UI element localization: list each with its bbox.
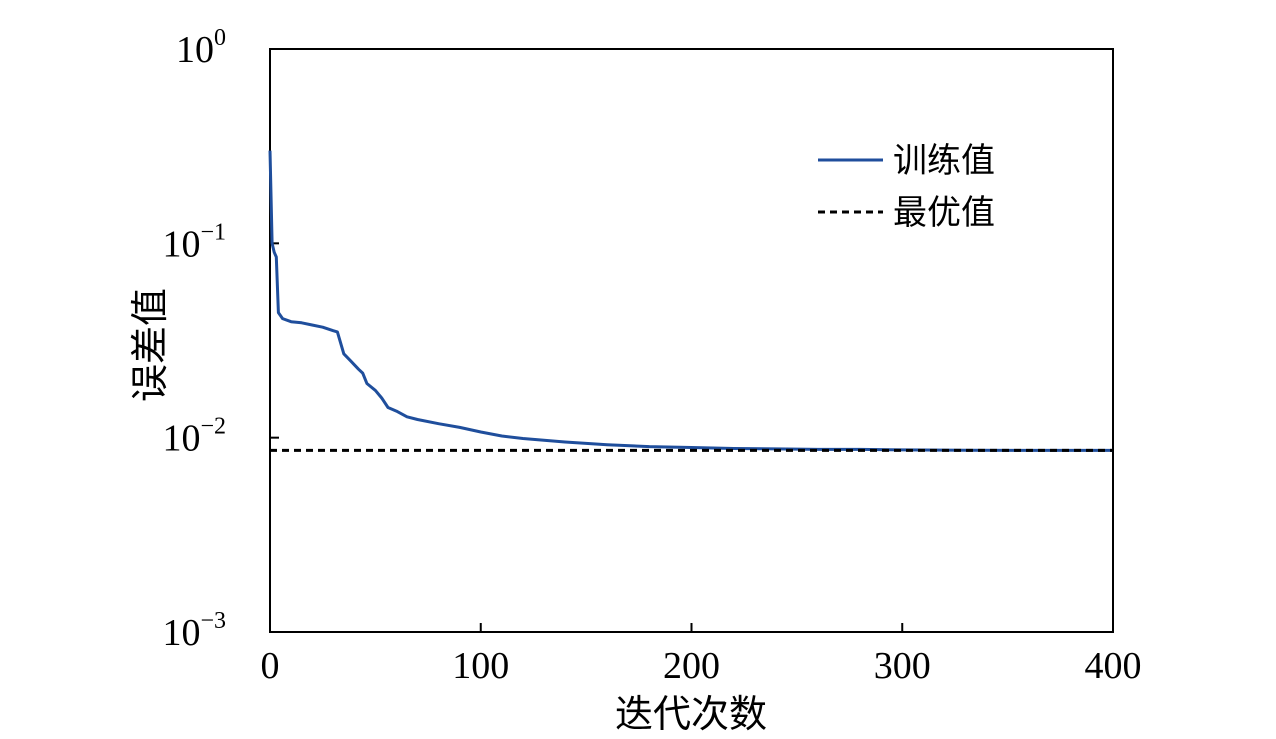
y-tick-base: 10 bbox=[162, 612, 200, 654]
legend-label-optimal: 最优值 bbox=[893, 193, 995, 233]
y-tick-exponent: −2 bbox=[200, 414, 226, 440]
x-axis-ticks: 0 100 200 300 400 bbox=[261, 623, 1142, 687]
x-tick-label: 0 bbox=[261, 645, 280, 687]
series-layer bbox=[268, 150, 1113, 452]
y-tick-base: 10 bbox=[162, 223, 200, 265]
x-tick-label: 400 bbox=[1085, 645, 1142, 687]
plot-frame bbox=[269, 48, 1114, 633]
y-tick-exponent: −3 bbox=[200, 608, 226, 634]
y-axis-title: 误差值 bbox=[128, 288, 172, 402]
y-tick-label: 100 bbox=[176, 25, 226, 71]
y-tick-label: 10−3 bbox=[162, 608, 226, 654]
series-line-training bbox=[268, 150, 1113, 452]
y-tick-base: 10 bbox=[176, 29, 214, 71]
y-tick-label: 10−2 bbox=[162, 414, 226, 460]
x-tick-label: 300 bbox=[874, 645, 931, 687]
legend-label-training: 训练值 bbox=[893, 141, 995, 181]
x-tick-label: 200 bbox=[663, 645, 720, 687]
y-tick-exponent: −1 bbox=[200, 219, 226, 245]
x-tick-label: 100 bbox=[452, 645, 509, 687]
legend: 训练值 最优值 bbox=[818, 141, 995, 233]
y-tick-base: 10 bbox=[162, 418, 200, 460]
x-axis-title: 迭代次数 bbox=[615, 692, 767, 736]
y-tick-exponent: 0 bbox=[214, 25, 226, 51]
y-tick-label: 10−1 bbox=[162, 219, 226, 265]
